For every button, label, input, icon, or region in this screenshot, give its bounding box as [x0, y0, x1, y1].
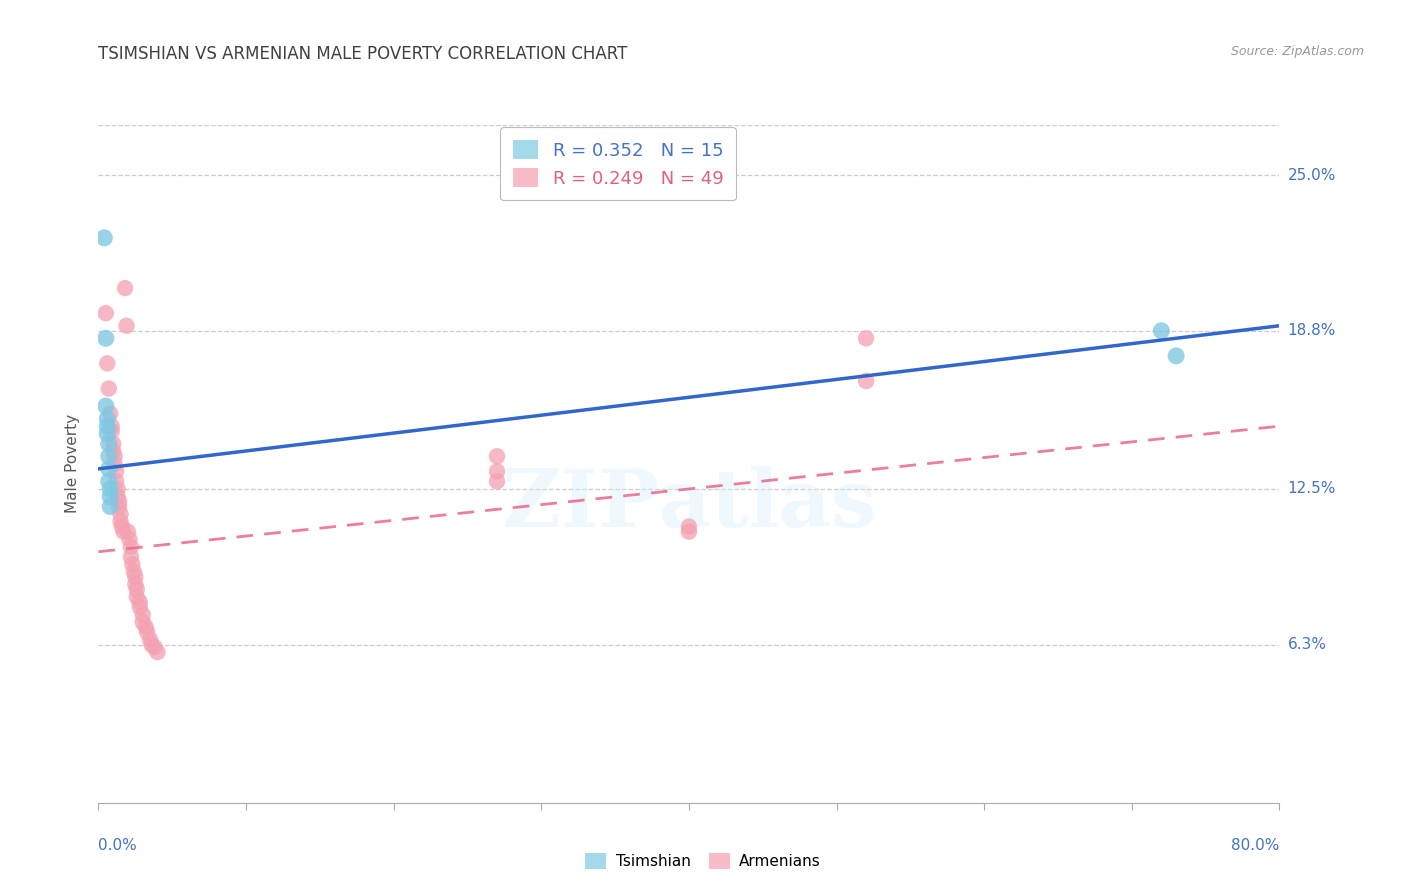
Point — [111, 519, 134, 533]
Point — [855, 331, 877, 345]
Point — [139, 632, 162, 647]
Text: Source: ZipAtlas.com: Source: ZipAtlas.com — [1230, 45, 1364, 58]
Point — [128, 595, 150, 609]
Point — [103, 436, 125, 450]
Point — [120, 549, 142, 564]
Text: 6.3%: 6.3% — [1288, 637, 1327, 652]
Point — [132, 607, 155, 622]
Point — [141, 638, 163, 652]
Point — [100, 419, 122, 434]
Point — [678, 524, 700, 539]
Point — [117, 524, 139, 539]
Point — [146, 645, 169, 659]
Point — [100, 424, 122, 438]
Point — [94, 399, 117, 413]
Point — [104, 450, 127, 464]
Legend: Tsimshian, Armenians: Tsimshian, Armenians — [579, 847, 827, 875]
Point — [112, 524, 135, 539]
Point — [121, 558, 143, 572]
Point — [96, 411, 118, 425]
Point — [124, 577, 146, 591]
Point — [108, 500, 131, 514]
Text: 12.5%: 12.5% — [1288, 482, 1336, 497]
Point — [97, 436, 120, 450]
Point — [96, 426, 118, 441]
Point — [105, 475, 128, 489]
Text: ZIP​atlas: ZIP​atlas — [502, 466, 876, 543]
Point — [122, 565, 145, 579]
Point — [136, 625, 159, 640]
Point — [486, 450, 509, 464]
Point — [110, 507, 132, 521]
Point — [110, 515, 132, 529]
Point — [104, 457, 127, 471]
Point — [107, 482, 129, 496]
Point — [128, 599, 150, 614]
Point — [114, 281, 136, 295]
Point — [98, 490, 121, 504]
Point — [132, 615, 155, 629]
Point — [108, 494, 131, 508]
Point — [97, 450, 120, 464]
Point — [1150, 324, 1173, 338]
Point — [124, 570, 146, 584]
Point — [115, 318, 138, 333]
Point — [94, 306, 117, 320]
Point — [486, 464, 509, 478]
Point — [118, 532, 141, 546]
Point — [96, 356, 118, 370]
Text: 18.8%: 18.8% — [1288, 323, 1336, 338]
Text: 80.0%: 80.0% — [1232, 838, 1279, 854]
Legend: R = 0.352   N = 15, R = 0.249   N = 49: R = 0.352 N = 15, R = 0.249 N = 49 — [501, 128, 735, 201]
Point — [125, 590, 148, 604]
Point — [98, 482, 121, 496]
Point — [96, 419, 118, 434]
Point — [143, 640, 166, 654]
Point — [97, 462, 120, 476]
Point — [125, 582, 148, 597]
Point — [486, 475, 509, 489]
Point — [98, 500, 121, 514]
Text: TSIMSHIAN VS ARMENIAN MALE POVERTY CORRELATION CHART: TSIMSHIAN VS ARMENIAN MALE POVERTY CORRE… — [98, 45, 628, 62]
Text: 0.0%: 0.0% — [98, 838, 138, 854]
Point — [94, 331, 117, 345]
Text: 25.0%: 25.0% — [1288, 168, 1336, 183]
Point — [135, 620, 157, 634]
Point — [97, 382, 120, 396]
Point — [97, 475, 120, 489]
Point — [855, 374, 877, 388]
Y-axis label: Male Poverty: Male Poverty — [65, 414, 80, 514]
Point — [105, 464, 128, 478]
Point — [103, 444, 125, 458]
Point — [678, 519, 700, 533]
Point — [107, 490, 129, 504]
Point — [93, 231, 115, 245]
Point — [1164, 349, 1187, 363]
Point — [120, 540, 142, 554]
Point — [98, 407, 121, 421]
